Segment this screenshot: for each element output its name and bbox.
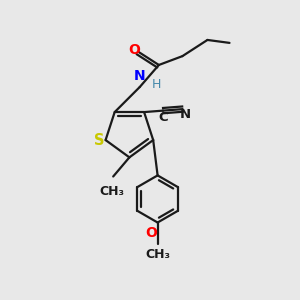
Text: O: O <box>145 226 157 240</box>
Text: CH₃: CH₃ <box>145 248 170 261</box>
Text: S: S <box>94 133 104 148</box>
Text: O: O <box>128 43 140 57</box>
Text: H: H <box>152 78 161 91</box>
Text: CH₃: CH₃ <box>99 185 124 198</box>
Text: N: N <box>180 108 191 121</box>
Text: C: C <box>158 111 168 124</box>
Text: N: N <box>134 69 146 82</box>
